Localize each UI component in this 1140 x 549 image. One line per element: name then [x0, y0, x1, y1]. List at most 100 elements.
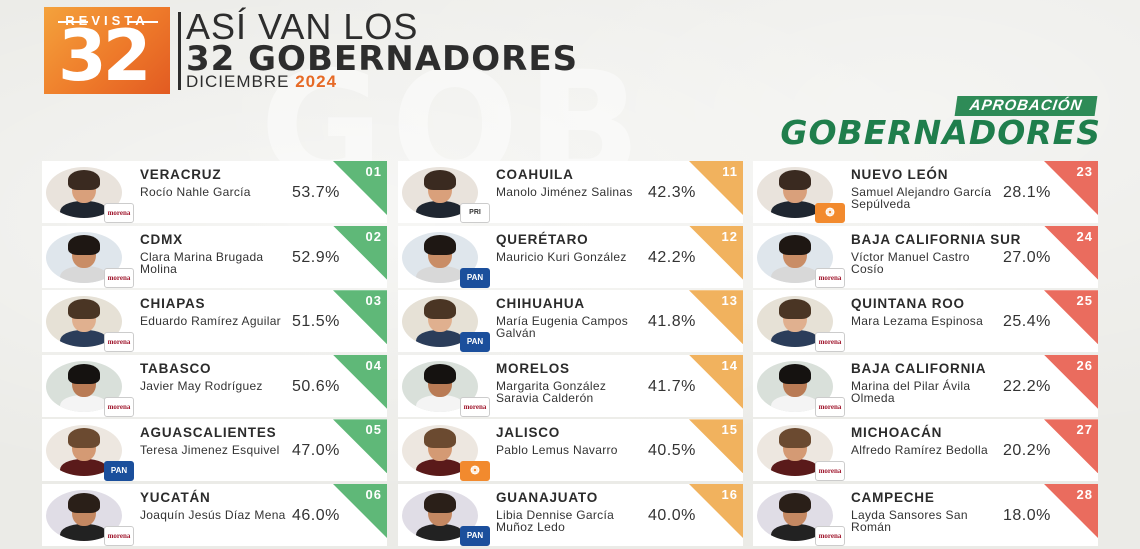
party-logo-icon: morena — [104, 525, 134, 546]
governor-card: morena BAJA CALIFORNIA Marina del Pilar … — [753, 354, 1098, 417]
photo-hair — [779, 428, 811, 449]
governor-card: PAN GUANAJUATO Libia Dennise García Muño… — [398, 483, 743, 546]
party-logo-icon: morena — [815, 332, 845, 353]
state-name: BAJA CALIFORNIA — [851, 360, 987, 376]
party-logo-icon: PAN — [460, 332, 490, 353]
governor-name: Mara Lezama Espinosa — [851, 314, 984, 329]
party-logo-icon: morena — [104, 203, 134, 223]
state-name: COAHUILA — [496, 167, 574, 182]
state-name: MICHOACÁN — [851, 425, 943, 441]
logo-rule-right — [128, 21, 158, 23]
state-name: GUANAJUATO — [496, 489, 599, 505]
photo-hair — [424, 363, 456, 384]
governor-name: María Eugenia Campos Galván — [496, 314, 629, 341]
party-logo-icon: morena — [815, 396, 845, 417]
party-logo-icon: PAN — [460, 267, 490, 288]
photo-hair — [68, 170, 100, 190]
party-logo-icon: morena — [104, 267, 134, 288]
governor-name: Manolo Jiménez Salinas — [496, 185, 633, 199]
approval-percent: 28.1% — [1003, 184, 1051, 201]
governor-card: morena MORELOS Margarita González Saravi… — [398, 354, 743, 417]
state-name: CHIAPAS — [140, 296, 206, 312]
governor-card: morena YUCATÁN Joaquín Jesús Díaz Mena 4… — [42, 483, 387, 546]
party-logo-icon: morena — [815, 525, 845, 546]
rank-number: 13 — [721, 293, 738, 309]
state-name: NUEVO LEÓN — [851, 167, 949, 182]
photo-body — [771, 459, 819, 477]
ranking-column-3: ❂ NUEVO LEÓN Samuel Alejandro García Sep… — [753, 161, 1098, 549]
governor-name: Samuel Alejandro García Sepúlveda — [851, 185, 992, 211]
governor-name: Alfredo Ramírez Bedolla — [851, 443, 988, 458]
governor-card: ❂ JALISCO Pablo Lemus Navarro 40.5% 15 — [398, 419, 743, 482]
approval-percent: 22.2% — [1003, 377, 1051, 395]
photo-body — [771, 523, 819, 541]
state-name: QUINTANA ROO — [851, 296, 965, 312]
photo-body — [416, 459, 464, 477]
rank-number: 28 — [1076, 486, 1093, 502]
photo-body — [771, 265, 819, 283]
governor-name: Pablo Lemus Navarro — [496, 443, 618, 458]
governor-card: PAN QUERÉTARO Mauricio Kuri González 42.… — [398, 225, 743, 288]
governor-card: morena TABASCO Javier May Rodríguez 50.6… — [42, 354, 387, 417]
logo-number: 32 — [58, 15, 151, 94]
photo-body — [416, 330, 464, 348]
photo-hair — [424, 234, 456, 255]
governor-name: Víctor Manuel Castro Cosío — [851, 249, 970, 276]
governor-name: Javier May Rodríguez — [140, 378, 263, 393]
rank-number: 12 — [721, 228, 738, 244]
approval-percent: 41.8% — [648, 313, 696, 331]
movimiento-ciudadano-logo-icon: ❂ — [460, 461, 490, 482]
governor-photo — [402, 360, 478, 412]
rank-number: 11 — [722, 164, 738, 179]
rank-number: 24 — [1076, 228, 1093, 244]
approval-percent: 46.0% — [292, 506, 340, 524]
rank-number: 25 — [1076, 293, 1093, 309]
rank-number: 27 — [1076, 422, 1093, 438]
page-title-line2: 32 GOBERNADORES — [186, 39, 579, 79]
governor-name: Rocío Nahle García — [140, 185, 251, 199]
rank-number: 16 — [721, 486, 738, 502]
governor-photo — [46, 167, 122, 218]
party-logo-icon: morena — [815, 267, 845, 288]
approval-percent: 47.0% — [292, 442, 340, 460]
governor-name: Libia Dennise García Muñoz Ledo — [496, 507, 615, 534]
photo-body — [60, 330, 108, 348]
governor-card: morena VERACRUZ Rocío Nahle García 53.7%… — [42, 161, 387, 223]
logo-rule-left — [58, 21, 88, 23]
date-month: DICIEMBRE — [186, 72, 290, 91]
rank-number: 14 — [721, 357, 738, 373]
state-name: AGUASCALIENTES — [140, 425, 277, 441]
photo-body — [416, 523, 464, 541]
revista-32-logo: REVISTA 32 — [44, 7, 170, 94]
approval-percent: 51.5% — [292, 313, 340, 331]
rank-number: 06 — [365, 486, 382, 502]
approval-percent: 25.4% — [1003, 313, 1051, 331]
approval-percent: 53.7% — [292, 184, 340, 201]
logo-label: REVISTA — [65, 13, 149, 28]
page-date: DICIEMBRE 2024 — [186, 73, 337, 90]
state-name: CDMX — [140, 231, 183, 247]
governor-card: morena CAMPECHE Layda Sansores San Román… — [753, 483, 1098, 546]
photo-hair — [779, 492, 811, 513]
photo-hair — [68, 428, 100, 449]
governor-card: morena CHIAPAS Eduardo Ramírez Aguilar 5… — [42, 290, 387, 353]
governor-name: Teresa Jimenez Esquivel — [140, 443, 280, 458]
governor-photo — [757, 425, 833, 477]
photo-hair — [68, 299, 100, 320]
pri-logo-icon: PRI — [460, 203, 490, 223]
governor-card: PAN CHIHUAHUA María Eugenia Campos Galvá… — [398, 290, 743, 353]
photo-body — [60, 201, 108, 218]
photo-hair — [779, 299, 811, 320]
governor-photo — [46, 489, 122, 541]
rank-number: 04 — [365, 357, 382, 373]
photo-body — [60, 394, 108, 412]
rank-number: 15 — [721, 422, 738, 438]
photo-hair — [424, 428, 456, 449]
governor-name: Eduardo Ramírez Aguilar — [140, 314, 281, 329]
governor-card: morena MICHOACÁN Alfredo Ramírez Bedolla… — [753, 419, 1098, 482]
governor-name: Margarita González Saravia Calderón — [496, 378, 607, 405]
rank-number: 02 — [365, 228, 382, 244]
party-logo-icon: morena — [460, 396, 490, 417]
approval-percent: 18.0% — [1003, 506, 1051, 524]
photo-hair — [779, 170, 811, 190]
